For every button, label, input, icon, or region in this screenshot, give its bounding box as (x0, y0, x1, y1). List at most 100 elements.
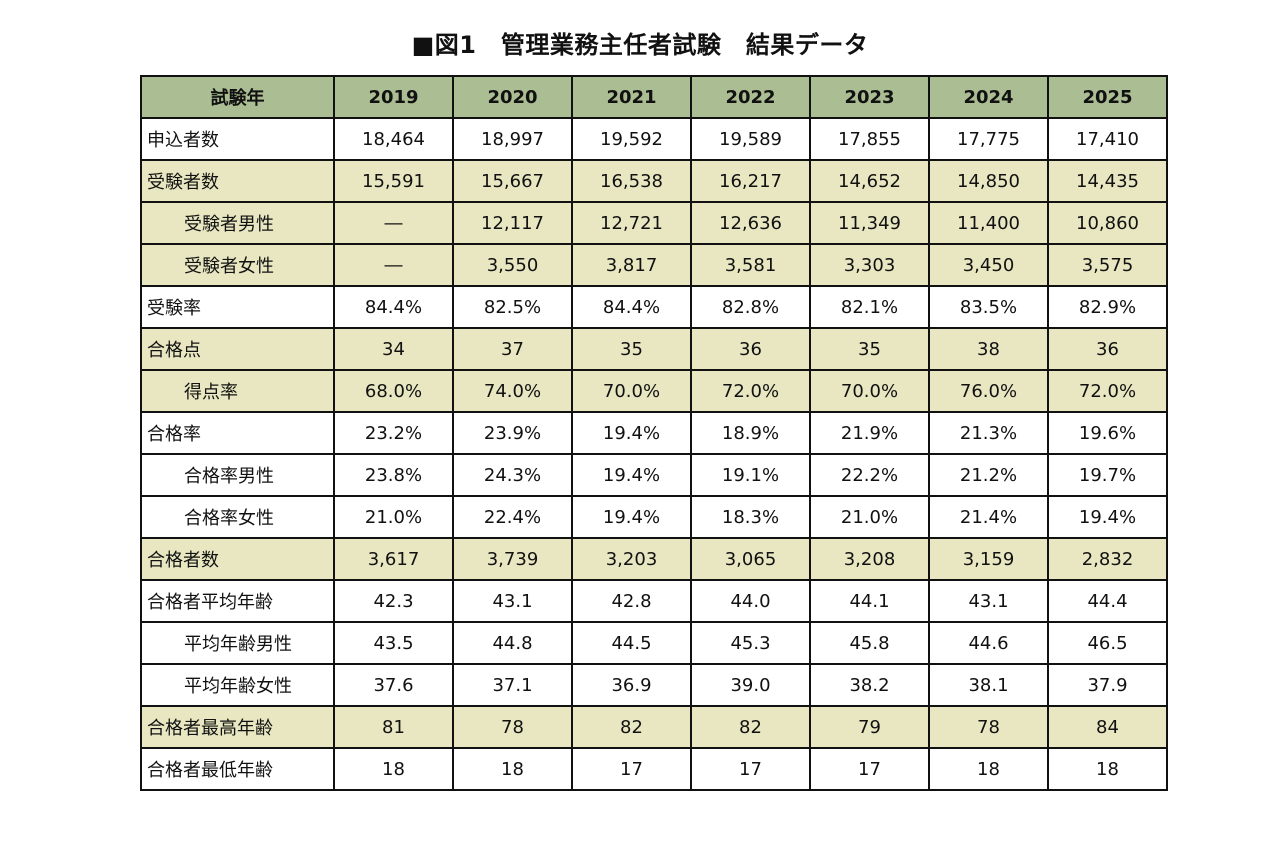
table-cell: 44.8 (452, 621, 573, 665)
table-cell: 12,721 (571, 201, 692, 245)
table-cell: 19.1% (690, 453, 811, 497)
row-label: 得点率 (140, 369, 335, 413)
table-cell: 18 (928, 747, 1049, 791)
table-cell: 19.7% (1047, 453, 1168, 497)
table-cell: 3,065 (690, 537, 811, 581)
table-cell: 82.1% (809, 285, 930, 329)
table-cell: 23.8% (333, 453, 454, 497)
table-cell: 17 (571, 747, 692, 791)
table-cell: 11,349 (809, 201, 930, 245)
row-label: 合格率女性 (140, 495, 335, 539)
table-cell: 18 (1047, 747, 1168, 791)
table-body: 申込者数 18,464 18,997 19,592 19,589 17,855 17,775… (140, 117, 1168, 791)
table-cell: 17,410 (1047, 117, 1168, 161)
header-cell-year: 2023 (809, 75, 930, 119)
table-cell: 37.9 (1047, 663, 1168, 707)
table-cell: 21.3% (928, 411, 1049, 455)
table-cell: 42.8 (571, 579, 692, 623)
table-cell: 37.6 (333, 663, 454, 707)
row-label: 受験者女性 (140, 243, 335, 287)
table-cell: 82.5% (452, 285, 573, 329)
table-cell: 72.0% (690, 369, 811, 413)
table-cell: 3,581 (690, 243, 811, 287)
table-cell: 82 (571, 705, 692, 749)
table-cell: 45.3 (690, 621, 811, 665)
table-cell: 83.5% (928, 285, 1049, 329)
table-cell: 19,592 (571, 117, 692, 161)
table-cell: 42.3 (333, 579, 454, 623)
table-cell: 17 (690, 747, 811, 791)
table-cell: 38.1 (928, 663, 1049, 707)
table-cell: 3,739 (452, 537, 573, 581)
table-cell: 22.4% (452, 495, 573, 539)
table-cell: 84.4% (333, 285, 454, 329)
table-cell: 68.0% (333, 369, 454, 413)
table-cell: 43.5 (333, 621, 454, 665)
table-cell: 70.0% (571, 369, 692, 413)
row-label: 合格者数 (140, 537, 335, 581)
table-row: 合格者平均年齢 42.3 43.1 42.8 44.0 44.1 43.1 44.4 (140, 579, 1168, 623)
table-cell: 36 (690, 327, 811, 371)
table-row: 受験者数 15,591 15,667 16,538 16,217 14,652 14,850… (140, 159, 1168, 203)
table-cell: 21.2% (928, 453, 1049, 497)
table-cell: 38.2 (809, 663, 930, 707)
table-row: 平均年齢女性 37.6 37.1 36.9 39.0 38.2 38.1 37.9 (140, 663, 1168, 707)
table-cell: 18 (333, 747, 454, 791)
header-cell-year: 2019 (333, 75, 454, 119)
table-cell: 19.4% (571, 453, 692, 497)
header-cell-label: 試験年 (140, 75, 335, 119)
table-row: 受験者女性 ― 3,550 3,817 3,581 3,303 3,450 3,575 (140, 243, 1168, 287)
table-cell: 18,997 (452, 117, 573, 161)
table-row: 得点率 68.0% 74.0% 70.0% 72.0% 70.0% 76.0% 72.0% (140, 369, 1168, 413)
table-row: 申込者数 18,464 18,997 19,592 19,589 17,855 17,775… (140, 117, 1168, 161)
row-label: 合格率 (140, 411, 335, 455)
table-cell: 74.0% (452, 369, 573, 413)
table-cell: 35 (571, 327, 692, 371)
table-header: 試験年 2019 2020 2021 2022 2023 2024 2025 (140, 75, 1168, 119)
table-cell: 18 (452, 747, 573, 791)
table-row: 合格率女性 21.0% 22.4% 19.4% 18.3% 21.0% 21.4% 19.4% (140, 495, 1168, 539)
table-cell: 79 (809, 705, 930, 749)
table-cell: 3,575 (1047, 243, 1168, 287)
table-cell: 39.0 (690, 663, 811, 707)
table-cell: 44.6 (928, 621, 1049, 665)
row-label: 合格点 (140, 327, 335, 371)
table-cell: 81 (333, 705, 454, 749)
row-label: 合格者平均年齢 (140, 579, 335, 623)
row-label: 受験者数 (140, 159, 335, 203)
table-cell: 82 (690, 705, 811, 749)
table-cell: 37.1 (452, 663, 573, 707)
table-cell: 3,817 (571, 243, 692, 287)
table-cell: 11,400 (928, 201, 1049, 245)
table-cell: 78 (452, 705, 573, 749)
row-label: 合格者最高年齢 (140, 705, 335, 749)
table-cell: 3,208 (809, 537, 930, 581)
table-cell: 18.3% (690, 495, 811, 539)
table-row: 合格者最低年齢 18 18 17 17 17 18 18 (140, 747, 1168, 791)
table-cell: 18.9% (690, 411, 811, 455)
table-cell: 84 (1047, 705, 1168, 749)
table-cell: 12,636 (690, 201, 811, 245)
table-cell: 19.4% (571, 411, 692, 455)
table-cell: 17 (809, 747, 930, 791)
header-cell-year: 2024 (928, 75, 1049, 119)
table-cell: 45.8 (809, 621, 930, 665)
table-cell: 34 (333, 327, 454, 371)
row-label: 合格者最低年齢 (140, 747, 335, 791)
table-cell: 12,117 (452, 201, 573, 245)
table-cell: 36 (1047, 327, 1168, 371)
header-row: 試験年 2019 2020 2021 2022 2023 2024 2025 (140, 75, 1168, 119)
table-cell: 16,217 (690, 159, 811, 203)
table-row: 合格者数 3,617 3,739 3,203 3,065 3,208 3,159 2,832 (140, 537, 1168, 581)
table-cell: 19.4% (1047, 495, 1168, 539)
table-row: 合格率 23.2% 23.9% 19.4% 18.9% 21.9% 21.3% 19.6% (140, 411, 1168, 455)
table-row: 合格率男性 23.8% 24.3% 19.4% 19.1% 22.2% 21.2% 19.7% (140, 453, 1168, 497)
row-label: 受験者男性 (140, 201, 335, 245)
table-cell: 72.0% (1047, 369, 1168, 413)
table-cell: 21.0% (333, 495, 454, 539)
table-cell: 82.9% (1047, 285, 1168, 329)
table-cell: 44.4 (1047, 579, 1168, 623)
table-cell: 36.9 (571, 663, 692, 707)
table-cell: 3,550 (452, 243, 573, 287)
table-cell: 23.2% (333, 411, 454, 455)
